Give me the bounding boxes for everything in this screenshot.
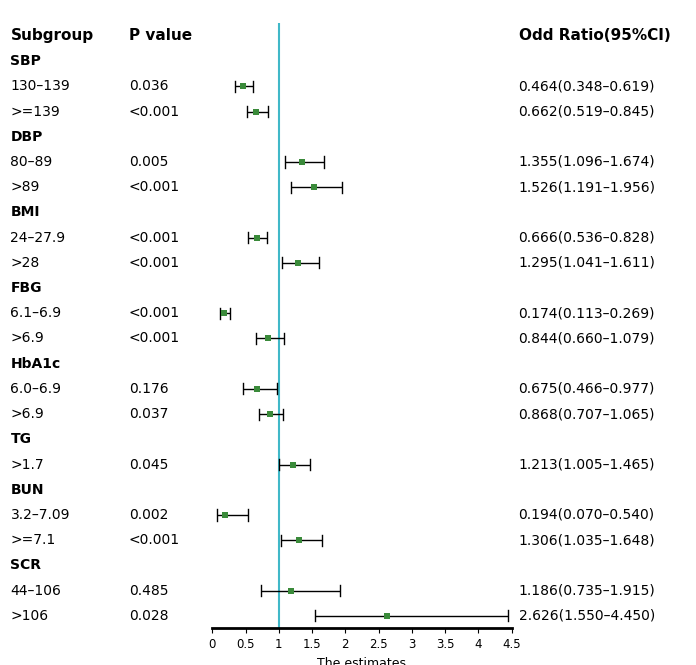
Text: 0.675(0.466–0.977): 0.675(0.466–0.977) — [519, 382, 655, 396]
Text: 1.355(1.096–1.674): 1.355(1.096–1.674) — [519, 155, 655, 169]
Text: 0.844(0.660–1.079): 0.844(0.660–1.079) — [519, 331, 655, 345]
Text: BUN: BUN — [10, 483, 44, 497]
Text: 80–89: 80–89 — [10, 155, 53, 169]
Text: 0.464(0.348–0.619): 0.464(0.348–0.619) — [519, 79, 655, 93]
Text: 0.174(0.113–0.269): 0.174(0.113–0.269) — [519, 307, 655, 321]
Text: >6.9: >6.9 — [10, 407, 44, 421]
Text: 0.005: 0.005 — [129, 155, 168, 169]
Text: 1.213(1.005–1.465): 1.213(1.005–1.465) — [519, 458, 655, 471]
Text: >=7.1: >=7.1 — [10, 533, 56, 547]
Text: 0.028: 0.028 — [129, 609, 168, 623]
Text: 0.037: 0.037 — [129, 407, 168, 421]
Text: >89: >89 — [10, 180, 40, 194]
Text: P value: P value — [129, 29, 192, 43]
Text: 0.868(0.707–1.065): 0.868(0.707–1.065) — [519, 407, 655, 421]
Text: 0.666(0.536–0.828): 0.666(0.536–0.828) — [519, 231, 655, 245]
Text: <0.001: <0.001 — [129, 307, 180, 321]
Text: <0.001: <0.001 — [129, 533, 180, 547]
Text: Subgroup: Subgroup — [10, 29, 93, 43]
Text: 0.194(0.070–0.540): 0.194(0.070–0.540) — [519, 508, 655, 522]
Text: <0.001: <0.001 — [129, 231, 180, 245]
X-axis label: The estimates: The estimates — [317, 657, 406, 665]
Text: SCR: SCR — [10, 559, 42, 573]
Text: >1.7: >1.7 — [10, 458, 44, 471]
Text: >28: >28 — [10, 256, 40, 270]
Text: HbA1c: HbA1c — [10, 356, 61, 370]
Text: DBP: DBP — [10, 130, 43, 144]
Text: <0.001: <0.001 — [129, 256, 180, 270]
Text: 24–27.9: 24–27.9 — [10, 231, 65, 245]
Text: <0.001: <0.001 — [129, 180, 180, 194]
Text: 0.002: 0.002 — [129, 508, 168, 522]
Text: 130–139: 130–139 — [10, 79, 70, 93]
Text: 3.2–7.09: 3.2–7.09 — [10, 508, 70, 522]
Text: 44–106: 44–106 — [10, 584, 61, 598]
Text: 6.0–6.9: 6.0–6.9 — [10, 382, 61, 396]
Text: 2.626(1.550–4.450): 2.626(1.550–4.450) — [519, 609, 655, 623]
Text: 6.1–6.9: 6.1–6.9 — [10, 307, 61, 321]
Text: >106: >106 — [10, 609, 49, 623]
Text: Odd Ratio(95%CI): Odd Ratio(95%CI) — [519, 29, 670, 43]
Text: <0.001: <0.001 — [129, 331, 180, 345]
Text: <0.001: <0.001 — [129, 104, 180, 118]
Text: 0.045: 0.045 — [129, 458, 168, 471]
Text: 0.662(0.519–0.845): 0.662(0.519–0.845) — [519, 104, 655, 118]
Text: 0.485: 0.485 — [129, 584, 168, 598]
Text: SBP: SBP — [10, 54, 41, 68]
Text: FBG: FBG — [10, 281, 42, 295]
Text: 1.306(1.035–1.648): 1.306(1.035–1.648) — [519, 533, 655, 547]
Text: 1.295(1.041–1.611): 1.295(1.041–1.611) — [519, 256, 656, 270]
Text: 1.526(1.191–1.956): 1.526(1.191–1.956) — [519, 180, 656, 194]
Text: TG: TG — [10, 432, 31, 446]
Text: 0.036: 0.036 — [129, 79, 168, 93]
Text: 1.186(0.735–1.915): 1.186(0.735–1.915) — [519, 584, 655, 598]
Text: >6.9: >6.9 — [10, 331, 44, 345]
Text: 0.176: 0.176 — [129, 382, 168, 396]
Text: >=139: >=139 — [10, 104, 60, 118]
Text: BMI: BMI — [10, 205, 40, 219]
